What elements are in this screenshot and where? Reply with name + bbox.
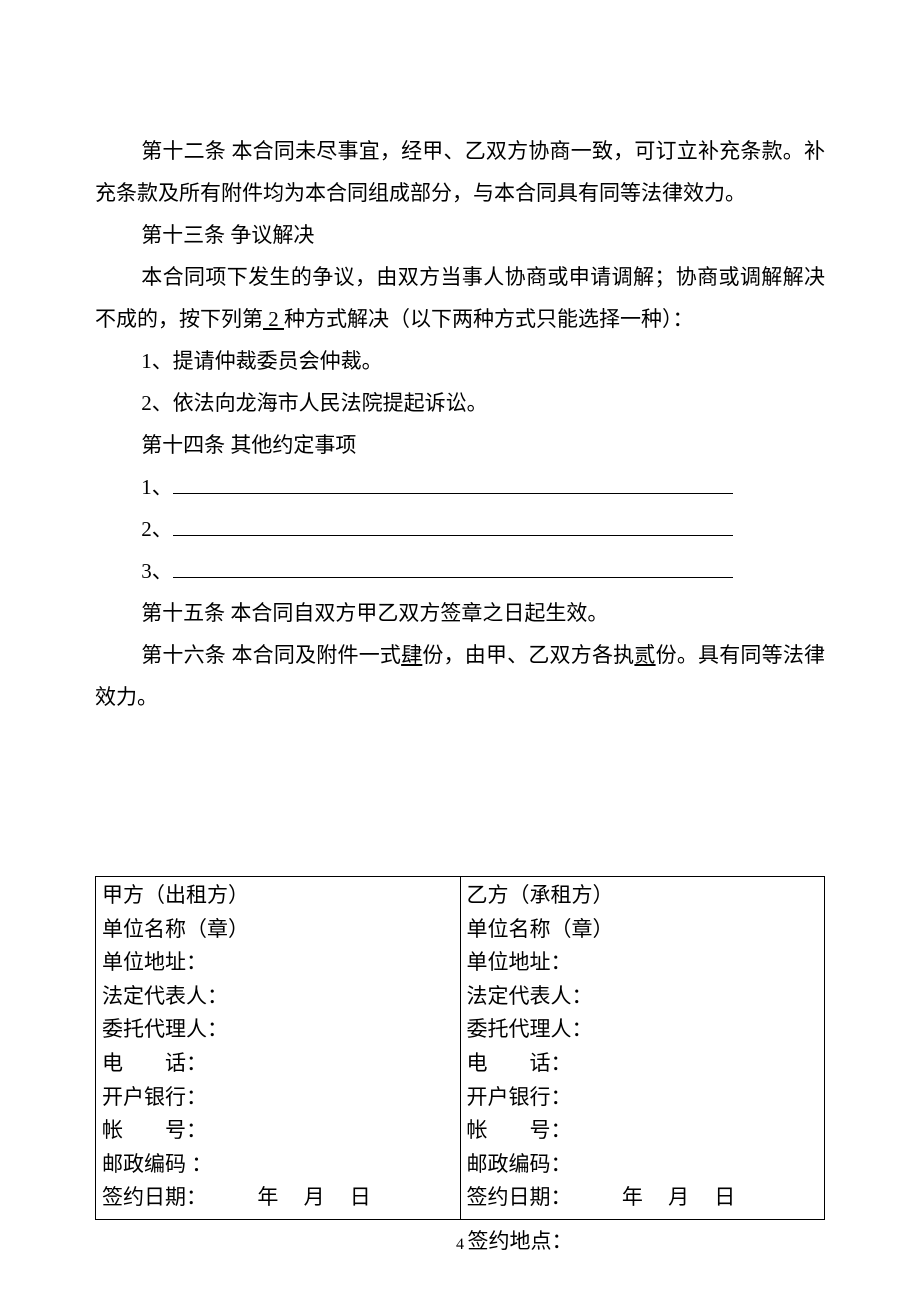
article-13-title: 第十三条 争议解决 (95, 214, 825, 256)
party-a-org-addr: 单位地址： (102, 946, 454, 980)
article-13-item-2: 2、依法向龙海市人民法院提起诉讼。 (95, 382, 825, 424)
article-12: 第十二条 本合同未尽事宜，经甲、乙双方协商一致，可订立补充条款。补充条款及所有附… (95, 130, 825, 214)
blank-line-3 (173, 557, 733, 578)
party-b-agent: 委托代理人： (467, 1013, 819, 1047)
party-b-org-addr: 单位地址： (467, 946, 819, 980)
a16-pre: 第十六条 本合同及附件一式 (141, 643, 401, 667)
party-a-agent: 委托代理人： (102, 1013, 454, 1047)
party-b-postcode: 邮政编码： (467, 1148, 819, 1182)
party-b-title: 乙方（承租方） (467, 879, 819, 913)
a13-choice-number: 2 (263, 307, 284, 331)
article-14-item-1: 1、 (95, 466, 825, 508)
spacer (95, 718, 825, 868)
party-b-phone: 电话： (467, 1047, 819, 1081)
party-a-bank: 开户银行： (102, 1081, 454, 1115)
article-13-item-1: 1、提请仲裁委员会仲裁。 (95, 340, 825, 382)
a13-post: 种方式解决（以下两种方式只能选择一种）： (284, 307, 694, 331)
party-a-postcode: 邮政编码 ： (102, 1148, 454, 1182)
party-a-cell: 甲方（出租方） 单位名称（章） 单位地址： 法定代表人： 委托代理人： 电话： … (96, 877, 461, 1220)
party-b-sign-date: 签约日期：年月日 (467, 1181, 819, 1215)
party-a-legal-rep: 法定代表人： (102, 980, 454, 1014)
party-a-sign-date: 签约日期：年月日 (102, 1181, 454, 1215)
a16-copies: 肆 (401, 643, 422, 667)
a16-mid: 份，由甲、乙双方各执 (422, 643, 634, 667)
party-a-phone: 电话： (102, 1047, 454, 1081)
party-a-org-name: 单位名称（章） (102, 913, 454, 947)
article-16: 第十六条 本合同及附件一式肆份，由甲、乙双方各执贰份。具有同等法律效力。 (95, 634, 825, 718)
article-15: 第十五条 本合同自双方甲乙双方签章之日起生效。 (95, 592, 825, 634)
page-number: 4 (0, 1236, 920, 1254)
party-b-legal-rep: 法定代表人： (467, 980, 819, 1014)
a16-each: 贰 (634, 643, 655, 667)
party-b-cell: 乙方（承租方） 单位名称（章） 单位地址： 法定代表人： 委托代理人： 电话： … (460, 877, 825, 1220)
party-b-account: 帐号： (467, 1114, 819, 1148)
party-a-account: 帐号： (102, 1114, 454, 1148)
article-14-item-2: 2、 (95, 508, 825, 550)
party-b-org-name: 单位名称（章） (467, 913, 819, 947)
article-13-body: 本合同项下发生的争议，由双方当事人协商或申请调解；协商或调解解决不成的，按下列第… (95, 256, 825, 340)
party-a-title: 甲方（出租方） (102, 879, 454, 913)
article-14-item-3: 3、 (95, 550, 825, 592)
blank-line-2 (173, 515, 733, 536)
party-b-bank: 开户银行： (467, 1081, 819, 1115)
article-14-title: 第十四条 其他约定事项 (95, 424, 825, 466)
signature-table: 甲方（出租方） 单位名称（章） 单位地址： 法定代表人： 委托代理人： 电话： … (95, 876, 825, 1220)
blank-line-1 (173, 473, 733, 494)
